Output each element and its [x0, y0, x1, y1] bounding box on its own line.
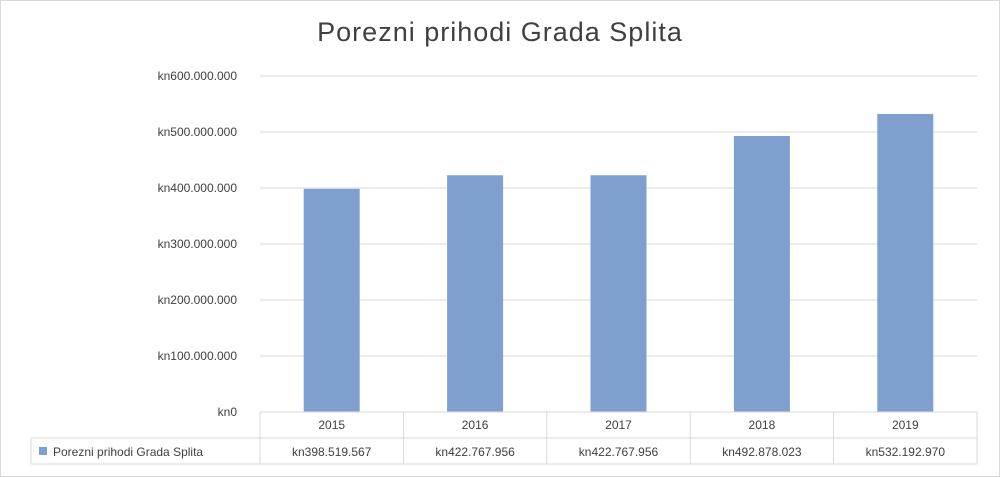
- y-tick-label: kn400.000.000: [158, 181, 238, 195]
- y-tick-label: kn600.000.000: [158, 69, 238, 83]
- x-tick-label: 2017: [605, 418, 632, 432]
- x-tick-label: 2019: [892, 418, 919, 432]
- bar: [733, 135, 790, 412]
- data-table-value: kn492.878.023: [722, 445, 802, 459]
- data-table-value: kn398.519.567: [292, 445, 372, 459]
- bar: [590, 175, 647, 412]
- bar: [447, 175, 504, 412]
- chart-title: Porezni prihodi Grada Splita: [317, 17, 683, 47]
- bar: [303, 188, 360, 412]
- y-tick-label: kn0: [218, 405, 238, 419]
- bar: [877, 113, 934, 413]
- data-table-value: kn422.767.956: [435, 445, 515, 459]
- y-tick-label: kn100.000.000: [158, 349, 238, 363]
- y-tick-label: kn500.000.000: [158, 125, 238, 139]
- legend-label: Porezni prihodi Grada Splita: [53, 445, 203, 459]
- x-tick-label: 2018: [749, 418, 776, 432]
- data-table-value: kn422.767.956: [579, 445, 659, 459]
- x-tick-label: 2016: [462, 418, 489, 432]
- y-tick-label: kn300.000.000: [158, 237, 238, 251]
- x-tick-label: 2015: [318, 418, 345, 432]
- y-tick-label: kn200.000.000: [158, 293, 238, 307]
- legend-swatch: [39, 447, 47, 455]
- data-table-value: kn532.192.970: [866, 445, 946, 459]
